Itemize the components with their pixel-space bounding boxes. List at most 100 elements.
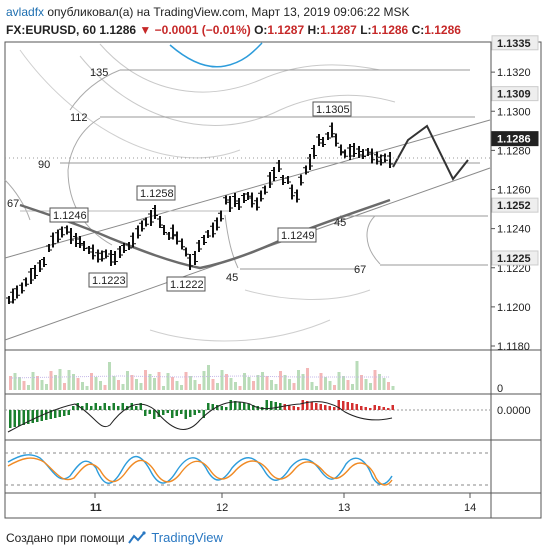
high-label: H: xyxy=(307,23,321,37)
volume-bar xyxy=(72,374,75,390)
macd-bar xyxy=(229,400,232,410)
volume-bar xyxy=(391,386,395,390)
price-tick-label: 1.1280 xyxy=(497,145,531,157)
volume-bar xyxy=(139,383,143,390)
macd-bar xyxy=(283,404,286,410)
publish-info: avladfx опубликовал(а) на TradingView.co… xyxy=(6,5,410,19)
macd-line xyxy=(7,401,393,433)
volume-bar xyxy=(373,370,377,390)
macd-bar xyxy=(13,410,16,427)
macd-bar xyxy=(382,407,385,410)
macd-bar xyxy=(153,410,156,419)
macd-bar xyxy=(328,406,331,410)
macd-bar xyxy=(184,410,187,419)
macd-bar xyxy=(351,403,354,410)
fan-arc-135 xyxy=(69,69,121,111)
volume-bar xyxy=(108,362,111,390)
price-badge: 1.1225 xyxy=(491,250,539,266)
volume-bar xyxy=(81,382,84,390)
indicator-curve-top xyxy=(169,42,263,68)
macd-bar xyxy=(166,410,169,413)
volume-bar xyxy=(310,382,314,390)
volume-bar xyxy=(31,372,35,390)
volume-bar xyxy=(301,374,305,390)
channel-upper-line xyxy=(4,119,491,259)
macd-bar xyxy=(171,410,174,418)
chart-frame xyxy=(4,41,542,519)
macd-bar xyxy=(292,406,295,410)
macd-bar xyxy=(198,410,201,413)
volume-bar xyxy=(180,385,183,390)
volume-bar xyxy=(36,376,39,390)
price-tick-label: 1.1200 xyxy=(497,302,531,314)
volume-bar xyxy=(117,380,120,390)
volume-bar xyxy=(90,373,93,390)
macd-histogram xyxy=(9,400,394,428)
macd-bar xyxy=(81,406,84,410)
down-arrow-icon: ▼ xyxy=(139,23,152,37)
time-label-14: 14 xyxy=(464,502,476,514)
volume-bar xyxy=(112,376,116,390)
macd-bar xyxy=(270,401,273,410)
fan-arc-45-left xyxy=(224,214,239,269)
price-axis[interactable]: 1.13201.13001.12801.12601.12401.12201.12… xyxy=(491,67,531,353)
stoch-d-line xyxy=(7,457,393,486)
published-text: опубликовал(а) на TradingView.com, Март … xyxy=(47,5,410,19)
volume-bar xyxy=(261,372,264,390)
volume-bar xyxy=(288,379,291,390)
annotation-text: 1.1222 xyxy=(170,279,204,291)
volume-bar xyxy=(220,370,224,390)
fib-label-112: 112 xyxy=(70,112,88,124)
price-badge-label: 1.1309 xyxy=(497,89,531,101)
author-link[interactable]: avladfx xyxy=(6,5,45,19)
price-badge: 1.1309 xyxy=(491,86,539,102)
volume-bars xyxy=(9,361,395,390)
volume-bar xyxy=(297,370,300,390)
fib-label-135: 135 xyxy=(90,67,108,79)
annotation-1249[interactable]: 1.1249 xyxy=(277,227,317,243)
macd-bar xyxy=(319,404,322,410)
macd-bar xyxy=(346,402,349,410)
symbol-interval: FX:EURUSD, 60 xyxy=(6,23,97,37)
volume-bar xyxy=(171,377,174,390)
annotation-1305[interactable]: 1.1305 xyxy=(312,101,352,117)
annotation-1246[interactable]: 1.1246 xyxy=(49,207,89,223)
fan-arc-112 xyxy=(67,117,113,246)
volume-bar xyxy=(216,383,219,390)
footer-text: Создано при помощи xyxy=(6,531,125,545)
fib-label-67-right: 67 xyxy=(354,264,366,276)
volume-bar xyxy=(153,378,156,390)
price-badges: 1.1335 1.1309 1.1286 1.1252 1.1225 xyxy=(491,35,539,266)
macd-bar xyxy=(18,410,21,426)
volume-bar xyxy=(99,381,102,390)
volume-bar xyxy=(247,377,251,390)
volume-bar xyxy=(103,385,107,390)
annotation-1223[interactable]: 1.1223 xyxy=(88,272,128,288)
volume-bar xyxy=(121,384,125,390)
volume-bar xyxy=(360,375,363,390)
tradingview-brand-link[interactable]: TradingView xyxy=(151,530,223,545)
annotation-1222[interactable]: 1.1222 xyxy=(166,276,206,292)
envelope-curve-2 xyxy=(79,55,396,126)
macd-bar xyxy=(342,401,345,410)
macd-bar xyxy=(378,406,381,410)
macd-bar xyxy=(364,407,367,410)
low-value: 1.1286 xyxy=(371,23,409,37)
volume-bar xyxy=(306,368,309,390)
annotation-1258[interactable]: 1.1258 xyxy=(136,185,176,201)
macd-bar xyxy=(265,400,268,410)
volume-bar xyxy=(234,382,237,390)
fib-label-45-right: 45 xyxy=(334,217,346,229)
macd-bar xyxy=(135,406,138,410)
annotation-text: 1.1223 xyxy=(92,275,126,287)
macd-bar xyxy=(193,410,196,415)
price-tick-label: 1.1300 xyxy=(497,106,531,118)
price-tick-label: 1.1320 xyxy=(497,67,531,79)
volume-bar xyxy=(202,371,206,390)
annotation-text: 1.1305 xyxy=(316,104,350,116)
moving-average-line xyxy=(19,198,391,270)
macd-bar xyxy=(45,410,48,420)
high-value: 1.1287 xyxy=(320,23,357,37)
volume-bar xyxy=(328,381,332,390)
